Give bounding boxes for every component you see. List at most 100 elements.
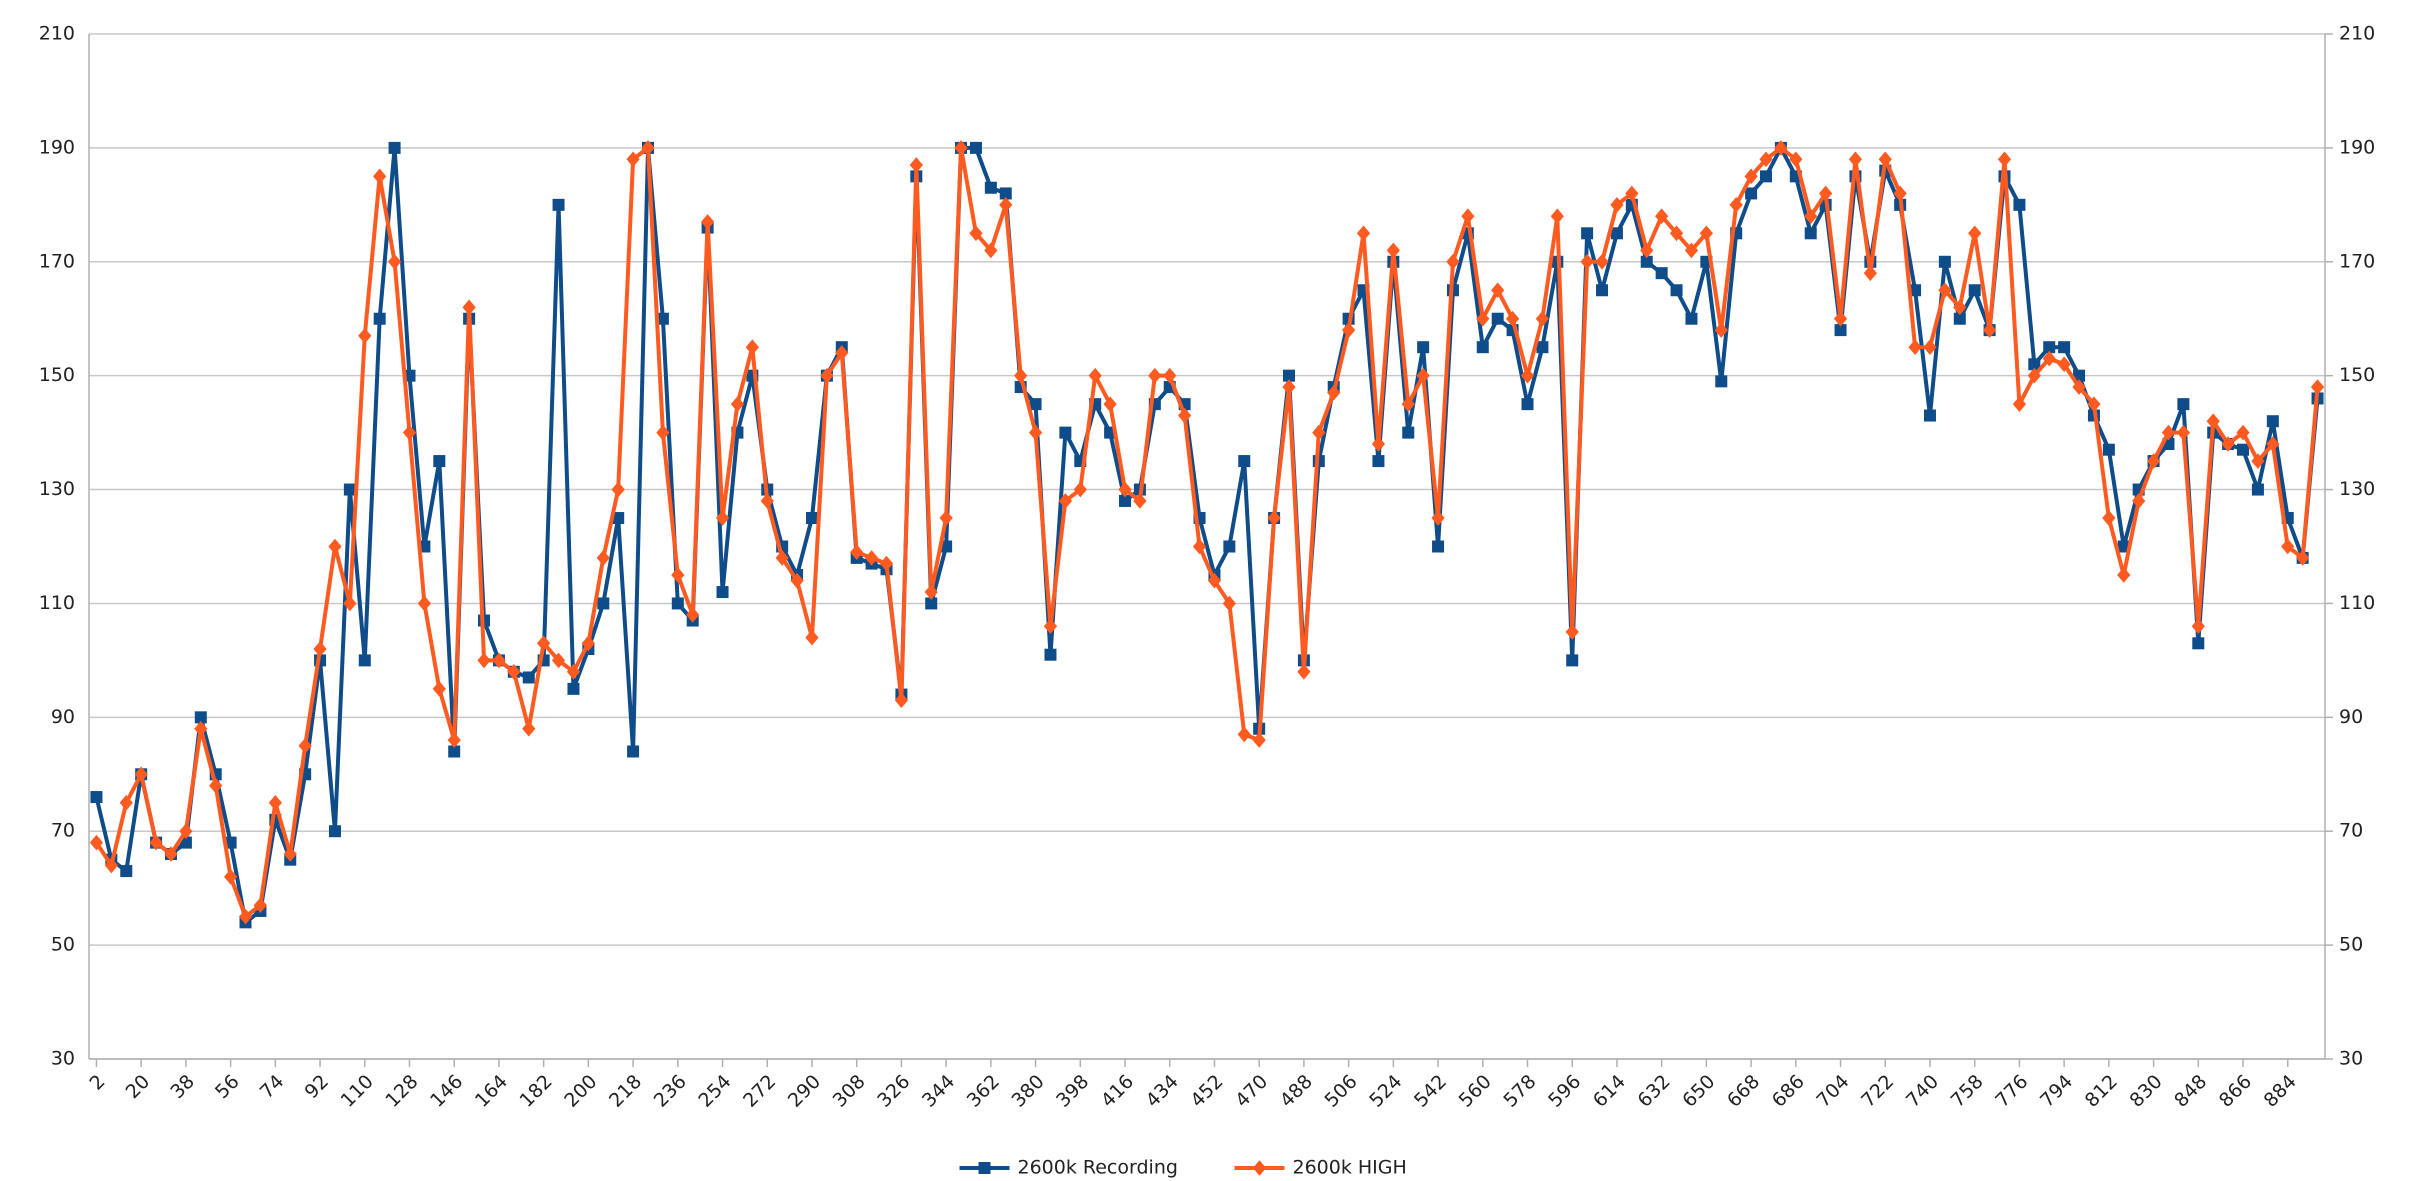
data-point	[2206, 413, 2220, 430]
data-point	[835, 345, 849, 361]
data-point	[1237, 726, 1251, 743]
data-point	[1953, 312, 1966, 325]
x-tick-label: 398	[1052, 1071, 1093, 1112]
data-point	[969, 225, 983, 242]
x-tick-label: 146	[426, 1071, 467, 1112]
data-point	[924, 584, 938, 600]
data-point	[1655, 267, 1668, 280]
data-point	[1178, 407, 1192, 424]
data-point	[1327, 384, 1341, 401]
data-point	[373, 312, 386, 325]
data-point	[1222, 595, 1236, 612]
data-point	[448, 745, 461, 758]
data-point	[671, 597, 684, 610]
data-point	[328, 538, 342, 555]
data-point	[179, 823, 193, 840]
data-point	[134, 766, 148, 783]
data-point	[2042, 350, 2056, 367]
data-point	[760, 493, 774, 509]
data-point	[433, 455, 446, 468]
x-tick-label: 434	[1142, 1071, 1183, 1112]
data-point	[1223, 540, 1236, 553]
data-point	[2013, 198, 2026, 211]
data-point	[358, 654, 371, 667]
data-point	[2281, 538, 2295, 555]
data-point	[1833, 310, 1848, 327]
data-point	[447, 732, 461, 748]
data-point	[537, 635, 551, 652]
data-point	[1058, 493, 1072, 509]
data-point	[1923, 409, 1936, 422]
data-point	[1416, 367, 1430, 384]
x-tick-label: 614	[1589, 1071, 1630, 1112]
data-point	[343, 483, 356, 496]
data-point	[984, 242, 998, 259]
data-point	[1505, 310, 1520, 327]
data-point	[701, 214, 715, 230]
data-point	[790, 572, 804, 589]
data-point	[1953, 299, 1967, 316]
data-point	[1282, 379, 1296, 395]
data-point	[1014, 367, 1028, 384]
data-point	[999, 197, 1013, 213]
x-tick-label: 596	[1544, 1071, 1585, 1112]
data-point	[2012, 396, 2027, 412]
y2-tick-label: 130	[2339, 478, 2375, 500]
data-point	[1372, 455, 1385, 468]
data-point	[925, 597, 938, 610]
data-point	[313, 641, 327, 657]
y-tick-label: 210	[39, 23, 75, 45]
data-point	[1581, 227, 1594, 240]
y2-tick-label: 30	[2339, 1048, 2363, 1070]
data-point	[1119, 494, 1132, 507]
data-point	[417, 595, 431, 612]
data-point	[1461, 208, 1475, 225]
data-point	[1804, 208, 1818, 225]
data-point	[686, 607, 700, 623]
x-tick-label: 182	[516, 1071, 557, 1112]
y2-tick-label: 170	[2339, 250, 2375, 272]
data-point	[940, 540, 953, 553]
data-point	[581, 635, 595, 652]
data-point	[1655, 208, 1669, 225]
data-point	[2073, 369, 2086, 382]
data-point	[2251, 453, 2265, 469]
x-tick-label: 290	[784, 1071, 825, 1112]
data-point	[805, 512, 818, 525]
data-point	[194, 711, 207, 724]
data-point	[1625, 185, 1639, 202]
data-point	[1863, 265, 1877, 281]
data-point	[1431, 510, 1445, 526]
data-point	[1759, 151, 1773, 168]
data-point	[1580, 253, 1594, 270]
data-point	[507, 663, 521, 680]
data-point	[954, 140, 968, 156]
data-point	[2057, 356, 2071, 373]
data-point	[552, 198, 565, 211]
data-point	[2176, 424, 2190, 441]
data-point	[1029, 398, 1042, 411]
data-point	[1520, 367, 1535, 384]
x-tick-label: 704	[1812, 1071, 1853, 1112]
data-point	[939, 510, 953, 526]
data-point	[1356, 225, 1371, 242]
data-point	[2296, 550, 2310, 566]
data-point	[1938, 282, 1952, 299]
data-point	[268, 794, 282, 811]
x-tick-label: 128	[381, 1071, 422, 1112]
data-point	[224, 868, 238, 885]
x-tick-label: 362	[963, 1071, 1004, 1112]
data-point	[104, 857, 118, 874]
data-point	[1073, 481, 1087, 498]
data-point	[2221, 436, 2235, 452]
data-point	[969, 141, 982, 154]
data-point	[850, 544, 864, 560]
data-point	[1923, 339, 1937, 355]
y-tick-label: 110	[39, 592, 75, 614]
data-point	[2177, 398, 2190, 411]
data-point	[1819, 185, 1833, 202]
data-point	[1968, 225, 1982, 242]
data-point	[2132, 493, 2146, 509]
x-tick-label: 452	[1186, 1071, 1227, 1112]
